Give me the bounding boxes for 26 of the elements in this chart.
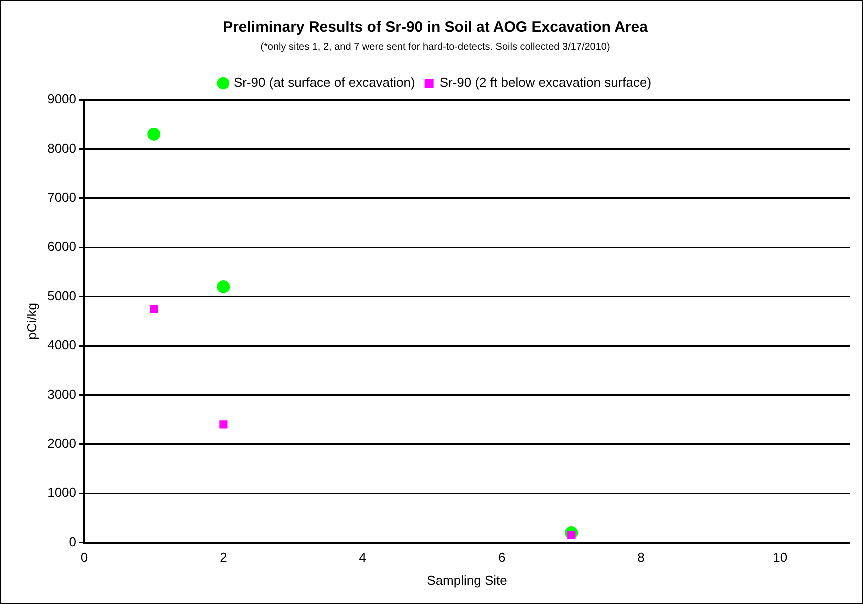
x-tick-label: 10 (773, 550, 788, 566)
point (150, 305, 158, 314)
y-tick-label: 3000 (48, 386, 77, 402)
y-tick-label: 5000 (48, 288, 77, 304)
y-tick-label: 0 (69, 534, 77, 550)
point (148, 128, 161, 141)
y-tick-label: 6000 (48, 239, 77, 254)
y-tick-label: 9000 (48, 92, 77, 107)
x-axis-title: Sampling Site (427, 572, 508, 588)
legend-label: Sr-90 (2 ft below excavation surface) (440, 75, 652, 90)
y-tick-label: 7000 (48, 190, 77, 205)
x-tick-label: 6 (498, 550, 506, 566)
y-tick-label: 1000 (48, 485, 77, 500)
x-tick-label: 2 (220, 550, 228, 566)
x-tick-label: 8 (638, 550, 645, 566)
y-tick-label: 2000 (48, 436, 77, 451)
chart-subtitle: (*only sites 1, 2, and 7 were sent for hard-to-detects. Soils collected 3/17/2010) (260, 42, 610, 53)
x-tick-label: 0 (80, 550, 88, 566)
point (217, 280, 230, 294)
point (220, 420, 228, 429)
chart-title: Preliminary Results of Sr-90 in Soil at AOG Excavation Area (223, 19, 649, 36)
legend-label: Sr-90 (at surface of excavation) (234, 75, 416, 90)
y-tick-label: 4000 (48, 338, 77, 353)
y-axis-title: pCi/kg (24, 302, 40, 340)
y-tick-label: 8000 (48, 140, 77, 156)
x-tick-label: 4 (359, 550, 366, 566)
